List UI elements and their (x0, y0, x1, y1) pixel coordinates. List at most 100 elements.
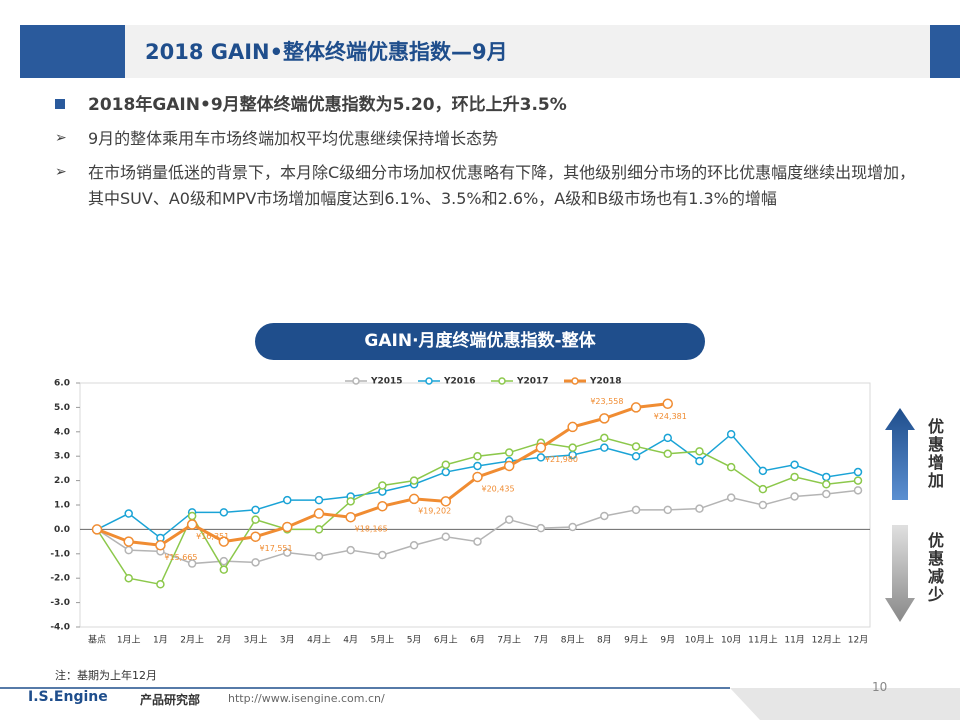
annotation: ¥16,351 (196, 532, 229, 541)
point (124, 545, 133, 555)
y-tick-label: 3.0 (54, 452, 70, 462)
point (472, 471, 483, 483)
x-tick-label: 11月 (784, 635, 804, 646)
annotation: ¥21,980 (545, 455, 578, 464)
x-tick-label: 3月 (280, 635, 295, 646)
point (219, 508, 229, 517)
point (663, 449, 672, 459)
point (536, 453, 546, 462)
x-tick-label: 2月 (216, 635, 231, 646)
legend-label: Y2016 (443, 377, 476, 387)
header-block (930, 25, 960, 78)
bullet-arrow: ➢ (55, 164, 67, 180)
point (283, 495, 292, 505)
legend-label: Y2015 (370, 377, 403, 387)
point (378, 481, 387, 490)
x-tick-label: 基点 (88, 634, 106, 646)
y-tick-label: -1.0 (50, 549, 70, 559)
point (822, 489, 831, 499)
page-number: 10 (872, 680, 888, 694)
x-tick-label: 1月 (153, 635, 168, 646)
x-tick-label: 7月上 (497, 635, 521, 646)
x-tick-label: 3月上 (244, 635, 268, 646)
point (123, 536, 134, 547)
legend-marker (425, 377, 433, 385)
x-tick-label: 6月 (470, 635, 485, 646)
legend-label: Y2017 (516, 377, 549, 387)
arrow-up (885, 408, 915, 500)
annotation: ¥19,202 (418, 506, 451, 515)
annotation: ¥18,165 (355, 525, 388, 534)
point (440, 496, 452, 507)
x-tick-label: 12月上 (812, 635, 841, 646)
x-tick-label: 12月 (848, 635, 868, 646)
point (695, 447, 704, 456)
point (695, 456, 704, 466)
point (600, 443, 609, 452)
series-line (96, 433, 859, 539)
y-tick-label: -4.0 (50, 623, 70, 633)
point (345, 511, 356, 523)
point (695, 504, 704, 513)
side-label: 优惠增加 (925, 418, 944, 490)
y-tick-label: 0.0 (54, 525, 70, 535)
footer-dept: 产品研究部 (140, 693, 201, 707)
y-tick-label: -3.0 (50, 598, 70, 608)
point (473, 451, 482, 461)
point (568, 522, 577, 532)
point (283, 548, 292, 557)
annotation: ¥20,435 (482, 484, 515, 493)
point (314, 551, 324, 561)
point (853, 467, 863, 477)
x-tick-label: 7月 (534, 635, 549, 646)
point (822, 480, 831, 489)
point (282, 521, 293, 533)
bullet-square (55, 99, 65, 109)
point (219, 565, 229, 574)
annotation: ¥24,381 (654, 412, 687, 421)
point (504, 515, 514, 524)
point (663, 505, 672, 515)
bullet: 在市场销量低迷的背景下，本月除C级细分市场加权优惠略有下降，其他级别细分市场的环… (88, 163, 916, 208)
series-line (96, 489, 859, 565)
point (219, 556, 229, 566)
point (409, 541, 419, 550)
point (853, 486, 863, 495)
point (91, 524, 103, 535)
point (155, 540, 166, 551)
point (567, 421, 578, 433)
arrow-down (885, 525, 915, 622)
x-tick-label: 8月 (597, 635, 612, 646)
plot-frame (79, 382, 871, 628)
point (441, 532, 451, 541)
legend-marker (571, 377, 579, 385)
y-tick-label: -2.0 (50, 574, 70, 584)
y-tick-label: 4.0 (54, 427, 70, 437)
point (663, 433, 672, 443)
x-tick-label: 11月上 (748, 635, 777, 646)
x-tick-label: 9月上 (624, 635, 648, 646)
point (568, 443, 577, 452)
header-block (20, 25, 125, 78)
point (314, 495, 324, 505)
legend-marker (498, 377, 506, 385)
annotation: ¥17,551 (260, 544, 293, 553)
point (250, 531, 261, 542)
x-tick-label: 10月 (721, 635, 741, 646)
x-tick-label: 8月上 (561, 635, 585, 646)
point (218, 536, 230, 547)
point (156, 580, 165, 589)
point (346, 497, 355, 506)
point (599, 413, 610, 424)
footer-url: http://www.isengine.com.cn/ (228, 692, 385, 705)
y-tick-label: 2.0 (54, 476, 70, 486)
point (378, 550, 387, 560)
bullet-main: 2018年GAIN•9月整体终端优惠指数为5.20，环比上升3.5% (88, 95, 567, 115)
x-tick-label: 2月上 (180, 635, 204, 646)
point (408, 493, 420, 505)
point (822, 472, 831, 482)
y-tick-label: 6.0 (54, 379, 70, 389)
x-tick-label: 1月上 (117, 635, 141, 646)
point (124, 573, 133, 583)
